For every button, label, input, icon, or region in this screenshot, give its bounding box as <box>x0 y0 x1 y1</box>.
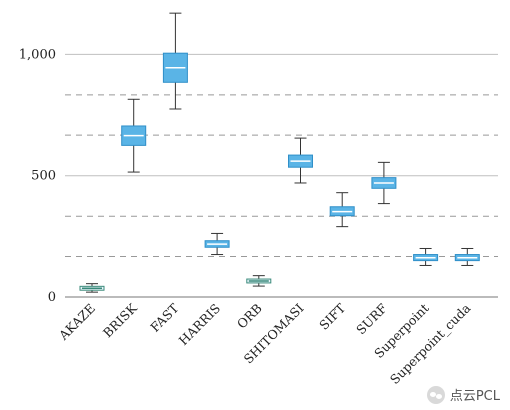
y-tick-label: 1,000 <box>19 47 56 62</box>
x-tick-label: SURF <box>353 300 390 337</box>
wechat-icon <box>426 385 445 404</box>
y-tick-label: 0 <box>48 290 56 305</box>
x-tick-label: ORB <box>234 301 265 332</box>
x-tick-label: HARRIS <box>176 301 224 349</box>
x-tick-label: Superpoint_cuda <box>387 300 474 387</box>
x-tick-label: SIFT <box>316 300 349 333</box>
x-tick-label: FAST <box>147 300 182 335</box>
y-tick-label: 500 <box>31 169 56 184</box>
x-tick-label: AKAZE <box>55 301 98 344</box>
watermark: 点云PCL <box>426 385 500 404</box>
watermark-text: 点云PCL <box>449 389 500 404</box>
x-tick-label: BRISK <box>100 300 140 340</box>
